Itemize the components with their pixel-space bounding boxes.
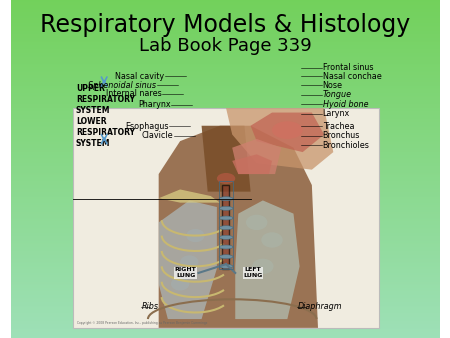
Text: Internal nares: Internal nares xyxy=(106,90,162,98)
Ellipse shape xyxy=(219,264,233,268)
Text: Respiratory Models & Histology: Respiratory Models & Histology xyxy=(40,13,410,38)
Text: Copyright © 2008 Pearson Education, Inc., publishing as Pearson Benjamin Cumming: Copyright © 2008 Pearson Education, Inc.… xyxy=(77,321,207,325)
Text: Bronchus: Bronchus xyxy=(323,131,360,140)
Text: Nasal conchae: Nasal conchae xyxy=(323,72,382,81)
Polygon shape xyxy=(232,139,281,174)
Polygon shape xyxy=(226,108,333,170)
Text: Nose: Nose xyxy=(323,81,343,90)
Text: RIGHT
LUNG: RIGHT LUNG xyxy=(175,267,197,278)
Ellipse shape xyxy=(219,216,233,220)
Ellipse shape xyxy=(219,245,233,249)
Polygon shape xyxy=(235,200,300,319)
Text: UPPER
RESPIRATORY
SYSTEM: UPPER RESPIRATORY SYSTEM xyxy=(76,84,135,115)
Text: Ribs: Ribs xyxy=(141,302,158,311)
Ellipse shape xyxy=(246,215,267,230)
Polygon shape xyxy=(159,126,318,328)
Ellipse shape xyxy=(171,277,189,291)
Polygon shape xyxy=(202,126,251,192)
Text: Esophagus: Esophagus xyxy=(125,122,168,130)
Polygon shape xyxy=(232,154,272,174)
Polygon shape xyxy=(251,113,324,152)
Ellipse shape xyxy=(219,197,233,201)
Polygon shape xyxy=(159,189,220,203)
Text: Larynx: Larynx xyxy=(323,109,350,118)
Ellipse shape xyxy=(219,207,233,210)
Ellipse shape xyxy=(219,235,233,239)
Ellipse shape xyxy=(252,259,274,274)
Text: Trachea: Trachea xyxy=(323,122,354,131)
Ellipse shape xyxy=(219,255,233,259)
Ellipse shape xyxy=(186,229,205,242)
Text: Lab Book Page 339: Lab Book Page 339 xyxy=(139,37,311,55)
Text: Clavicle: Clavicle xyxy=(142,131,174,140)
FancyBboxPatch shape xyxy=(222,185,229,268)
Text: Diaphragm: Diaphragm xyxy=(298,302,342,311)
Text: Hyoid bone: Hyoid bone xyxy=(323,100,368,108)
Ellipse shape xyxy=(261,232,283,248)
Text: Pharynx: Pharynx xyxy=(138,100,171,109)
Ellipse shape xyxy=(180,256,198,268)
Text: Bronchioles: Bronchioles xyxy=(323,141,369,149)
Text: Tongue: Tongue xyxy=(323,90,352,99)
Polygon shape xyxy=(159,200,217,319)
Text: LEFT
LUNG: LEFT LUNG xyxy=(243,267,262,278)
Text: Sphenoidal sinus: Sphenoidal sinus xyxy=(89,81,157,90)
Text: Frontal sinus: Frontal sinus xyxy=(323,63,373,72)
Bar xyxy=(73,108,379,328)
Ellipse shape xyxy=(217,173,235,184)
Text: LOWER
RESPIRATORY
SYSTEM: LOWER RESPIRATORY SYSTEM xyxy=(76,117,135,148)
Ellipse shape xyxy=(272,121,303,139)
Ellipse shape xyxy=(219,226,233,230)
Text: Nasal cavity: Nasal cavity xyxy=(115,72,164,80)
